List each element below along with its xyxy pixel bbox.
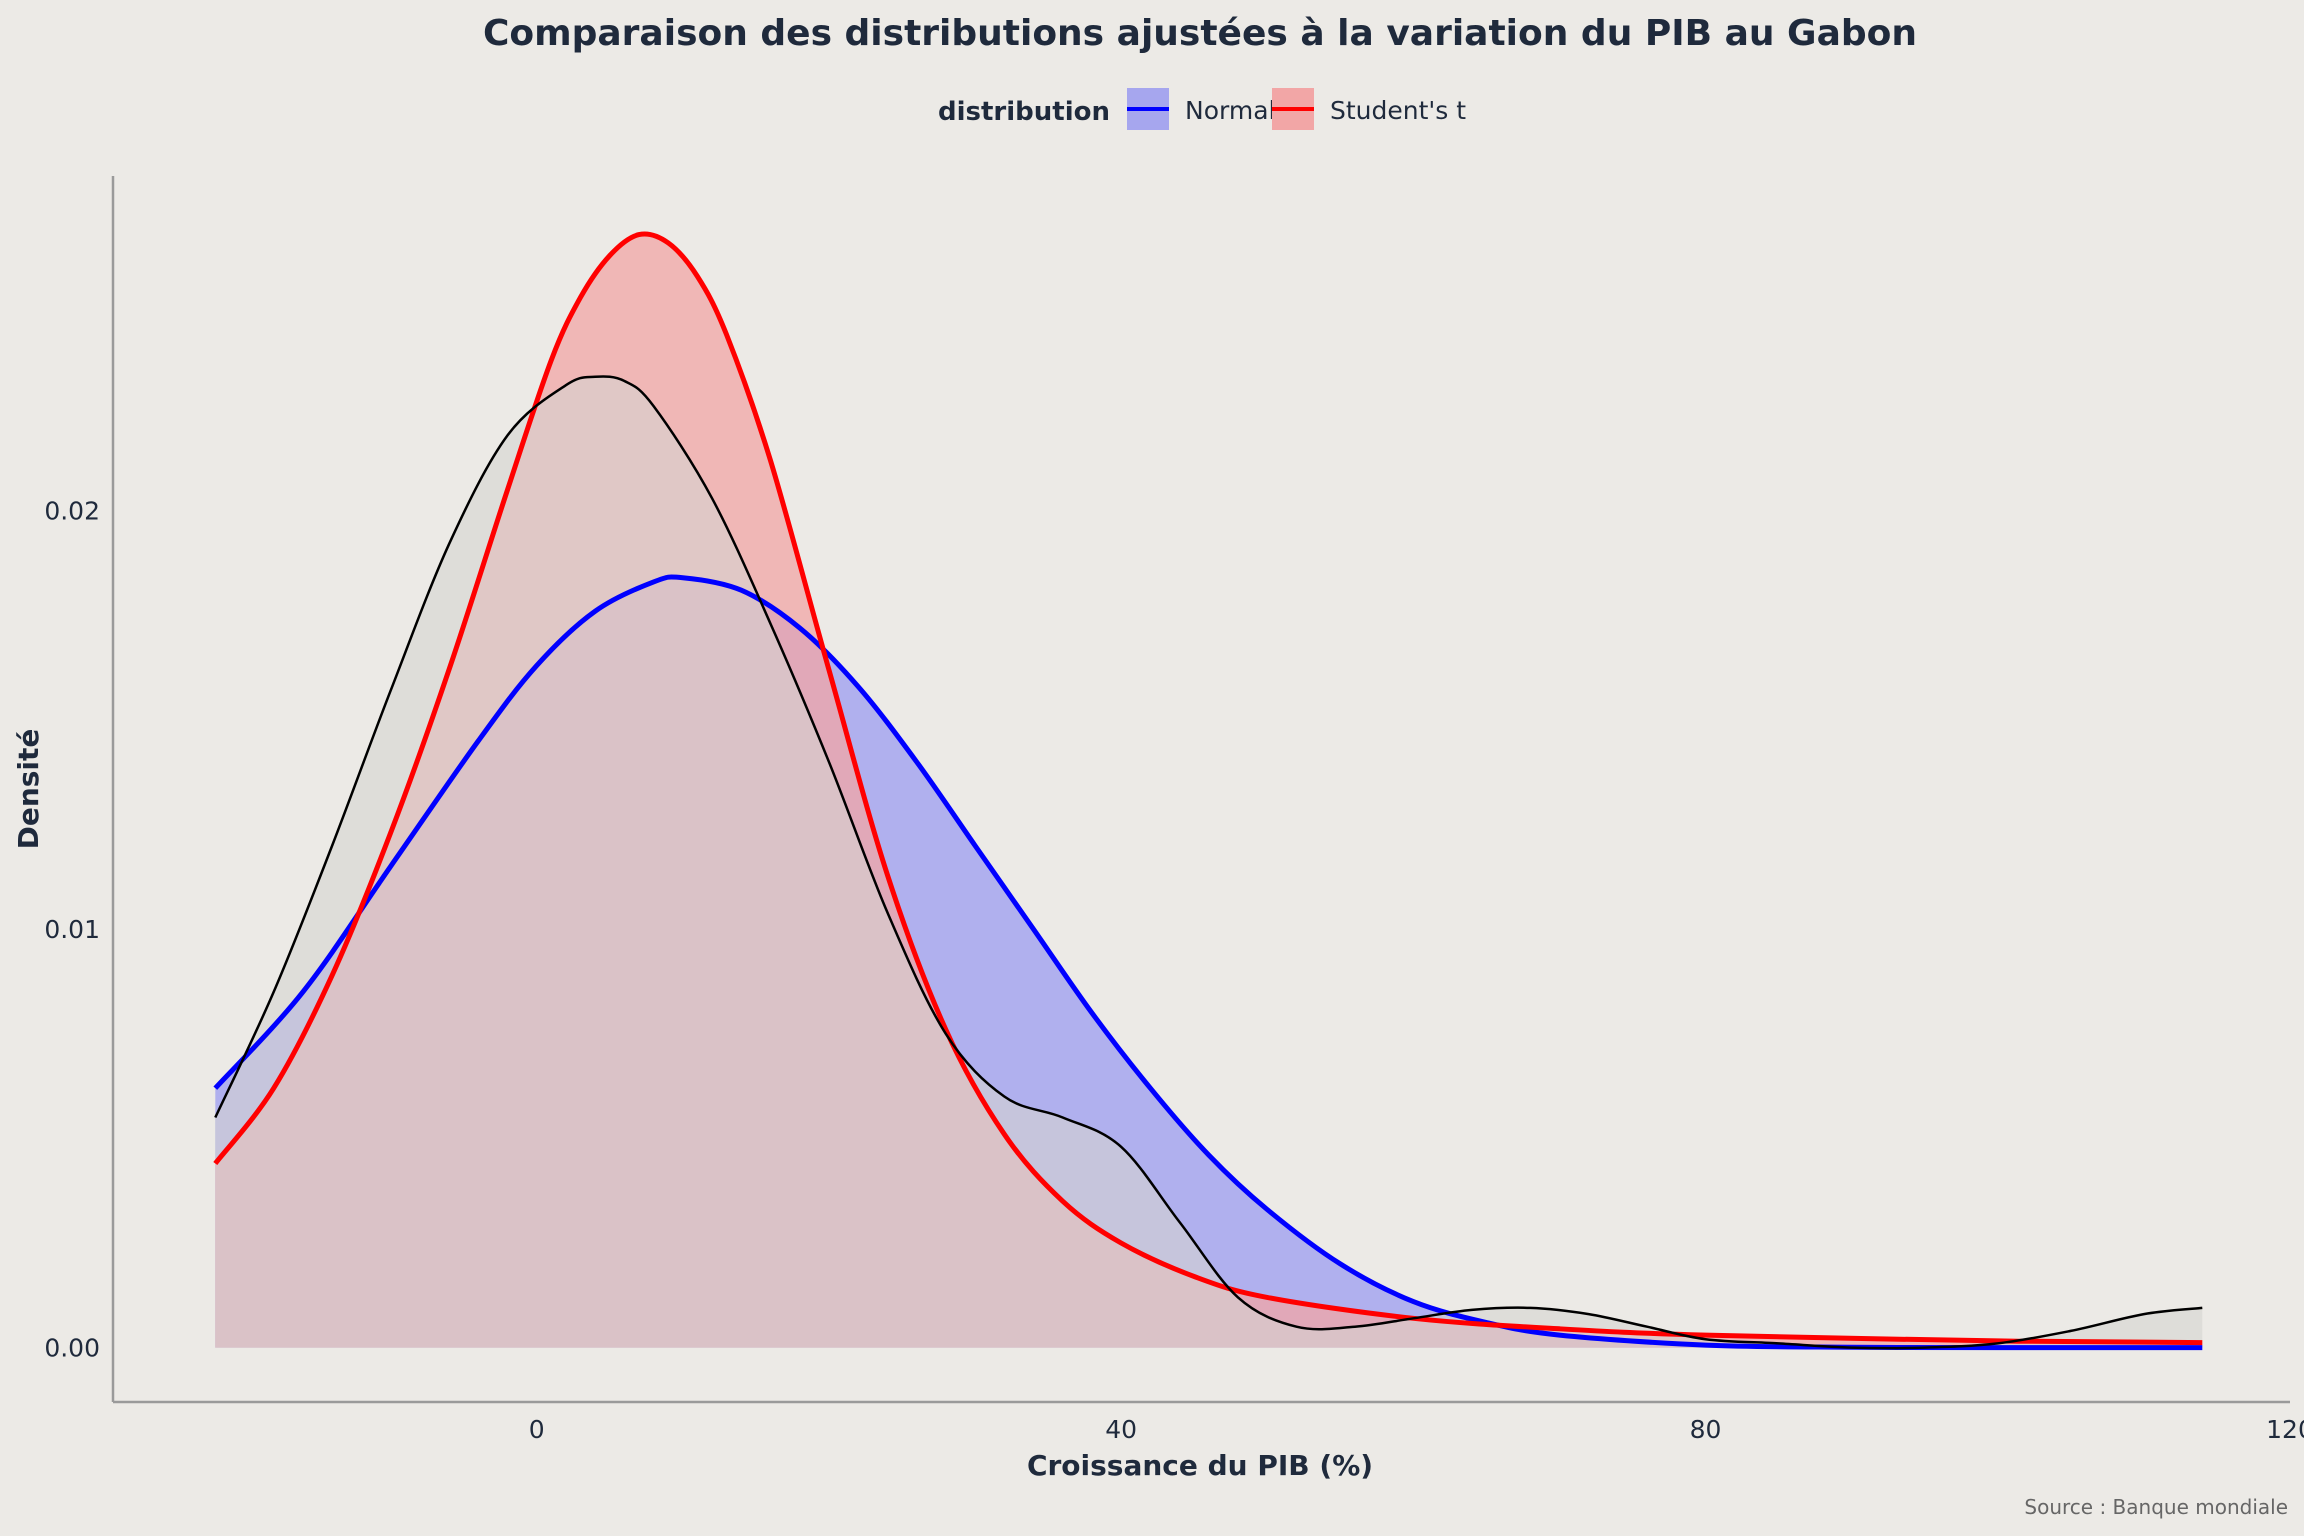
x-axis-title: Croissance du PIB (%) bbox=[1027, 1449, 1373, 1482]
legend-label-student-t: Student's t bbox=[1330, 96, 1466, 125]
legend-entry-student-t: Student's t bbox=[1272, 88, 1466, 130]
x-tick-label: 80 bbox=[1690, 1415, 1722, 1444]
density-line-empirical bbox=[214, 375, 2203, 1350]
x-axis-ticks: 0 40 80 120 bbox=[529, 1415, 2304, 1444]
density-line-student-t bbox=[213, 231, 2203, 1346]
legend: distribution Normal Student's t bbox=[938, 88, 1466, 130]
legend-label-normal: Normal bbox=[1185, 96, 1275, 125]
y-tick-label: 0.02 bbox=[44, 497, 100, 526]
chart-title: Comparaison des distributions ajustées à… bbox=[483, 13, 1917, 54]
x-tick-label: 120 bbox=[2266, 1415, 2304, 1444]
y-axis-title: Densité bbox=[12, 729, 45, 850]
density-area-empirical bbox=[215, 376, 2203, 1349]
legend-title: distribution bbox=[938, 97, 1110, 127]
legend-entry-normal: Normal bbox=[1127, 88, 1275, 130]
y-axis-ticks: 0.00 0.01 0.02 bbox=[44, 497, 100, 1363]
x-tick-label: 40 bbox=[1105, 1415, 1137, 1444]
source-caption: Source : Banque mondiale bbox=[2024, 1495, 2288, 1519]
y-tick-label: 0.01 bbox=[44, 915, 100, 944]
plot-area bbox=[213, 231, 2203, 1351]
y-tick-label: 0.00 bbox=[44, 1334, 100, 1363]
density-line-normal bbox=[213, 574, 2203, 1351]
x-tick-label: 0 bbox=[529, 1415, 545, 1444]
